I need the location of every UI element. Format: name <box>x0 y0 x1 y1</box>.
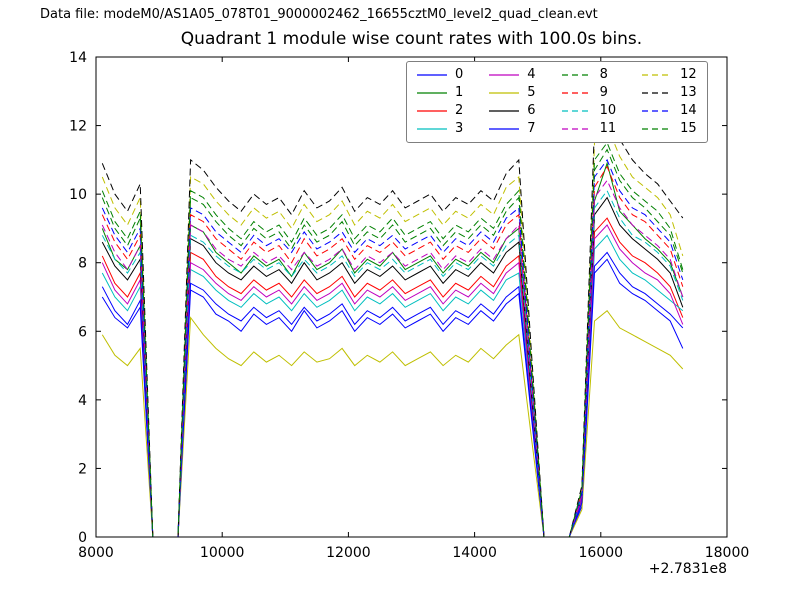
legend-item-15: 15 <box>642 122 697 136</box>
series-line-11 <box>101 179 684 538</box>
legend-label-8: 8 <box>599 67 608 82</box>
y-tick-label: 10 <box>69 187 87 203</box>
legend-line-sample-8 <box>561 74 592 76</box>
y-tick-label: 0 <box>78 530 87 546</box>
x-tick-label: 14000 <box>452 545 497 561</box>
legend-line-sample-7 <box>489 128 520 130</box>
legend-label-11: 11 <box>599 121 617 136</box>
legend-item-6: 6 <box>489 103 536 118</box>
y-tick-label: 8 <box>78 256 87 272</box>
chart-title: Quadrant 1 module wise count rates with … <box>180 29 643 49</box>
legend-item-14: 14 <box>642 104 697 118</box>
axes-frame <box>95 56 728 538</box>
legend-line-sample-15 <box>642 128 673 130</box>
legend-label-14: 14 <box>680 103 697 118</box>
legend-line-sample-5 <box>489 92 520 94</box>
legend-label-9: 9 <box>599 85 608 100</box>
series-line-13 <box>101 111 684 538</box>
x-tick-label: 12000 <box>326 545 371 561</box>
legend-item-1: 1 <box>417 86 463 100</box>
y-tick-label: 4 <box>78 393 87 409</box>
series-line-15 <box>101 141 684 538</box>
legend-line-sample-11 <box>561 128 592 130</box>
legend-label-1: 1 <box>455 85 464 100</box>
x-tick-label: 18000 <box>705 545 750 561</box>
legend-label-0: 0 <box>455 67 464 82</box>
legend-label-2: 2 <box>455 103 464 118</box>
legend-item-2: 2 <box>417 104 463 118</box>
legend-line-sample-13 <box>642 92 673 94</box>
legend-line-sample-3 <box>417 128 447 130</box>
legend-label-12: 12 <box>680 67 697 82</box>
legend: 0 1 2 3 4 5 6 7 8 9 10 11 12 13 14 15 <box>406 61 708 143</box>
series-line-5 <box>101 309 684 538</box>
legend-item-11: 11 <box>561 121 617 136</box>
legend-label-15: 15 <box>680 121 697 136</box>
x-axis-offset-label: +2.7831e8 <box>648 561 727 577</box>
y-tick-label: 2 <box>78 461 87 477</box>
legend-label-3: 3 <box>455 121 464 136</box>
legend-item-0: 0 <box>417 68 463 82</box>
series-line-7 <box>101 251 684 538</box>
legend-label-7: 7 <box>527 121 536 136</box>
legend-item-5: 5 <box>489 85 536 100</box>
x-tick-label: 10000 <box>200 545 245 561</box>
legend-label-13: 13 <box>680 85 697 100</box>
data-file-label: Data file: modeM0/AS1A05_078T01_90000024… <box>40 7 598 22</box>
legend-line-sample-2 <box>417 110 447 112</box>
legend-line-sample-1 <box>417 92 447 94</box>
y-tick-label: 14 <box>69 50 87 66</box>
legend-item-3: 3 <box>417 122 463 136</box>
legend-line-sample-9 <box>561 92 592 94</box>
legend-line-sample-12 <box>642 74 673 76</box>
legend-label-10: 10 <box>599 103 617 118</box>
legend-item-9: 9 <box>561 85 617 100</box>
legend-item-10: 10 <box>561 103 617 118</box>
x-tick-label: 16000 <box>579 545 624 561</box>
x-tick-label: 8000 <box>78 545 114 561</box>
legend-line-sample-6 <box>489 110 520 112</box>
legend-item-13: 13 <box>642 86 697 100</box>
legend-line-sample-14 <box>642 110 673 112</box>
legend-label-6: 6 <box>527 103 536 118</box>
legend-item-7: 7 <box>489 121 536 136</box>
legend-line-sample-10 <box>561 110 592 112</box>
legend-item-8: 8 <box>561 67 617 82</box>
legend-label-4: 4 <box>527 67 536 82</box>
legend-line-sample-0 <box>417 74 447 76</box>
legend-item-12: 12 <box>642 68 697 82</box>
legend-item-4: 4 <box>489 67 536 82</box>
y-tick-label: 12 <box>69 119 87 135</box>
y-tick-label: 6 <box>78 324 87 340</box>
legend-label-5: 5 <box>527 85 536 100</box>
legend-line-sample-4 <box>489 74 520 76</box>
